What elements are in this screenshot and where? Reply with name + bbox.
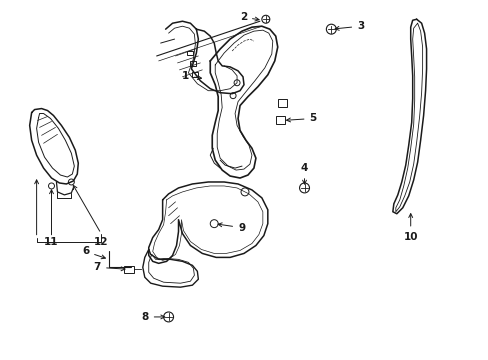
Text: 3: 3 xyxy=(334,21,364,31)
Text: 1: 1 xyxy=(182,71,201,81)
Text: 4: 4 xyxy=(300,163,307,184)
Text: 8: 8 xyxy=(141,312,164,322)
Bar xyxy=(187,50,193,55)
Bar xyxy=(192,72,198,77)
Text: 10: 10 xyxy=(403,213,417,242)
Text: 6: 6 xyxy=(82,247,105,259)
Text: 11: 11 xyxy=(44,237,59,247)
Bar xyxy=(190,62,196,66)
Text: 7: 7 xyxy=(94,262,125,272)
Text: 2: 2 xyxy=(239,12,259,22)
Text: 12: 12 xyxy=(94,237,108,247)
Bar xyxy=(123,266,134,273)
Bar xyxy=(278,99,286,107)
Bar xyxy=(276,117,285,125)
Text: 5: 5 xyxy=(286,113,316,123)
Text: 9: 9 xyxy=(218,222,244,233)
